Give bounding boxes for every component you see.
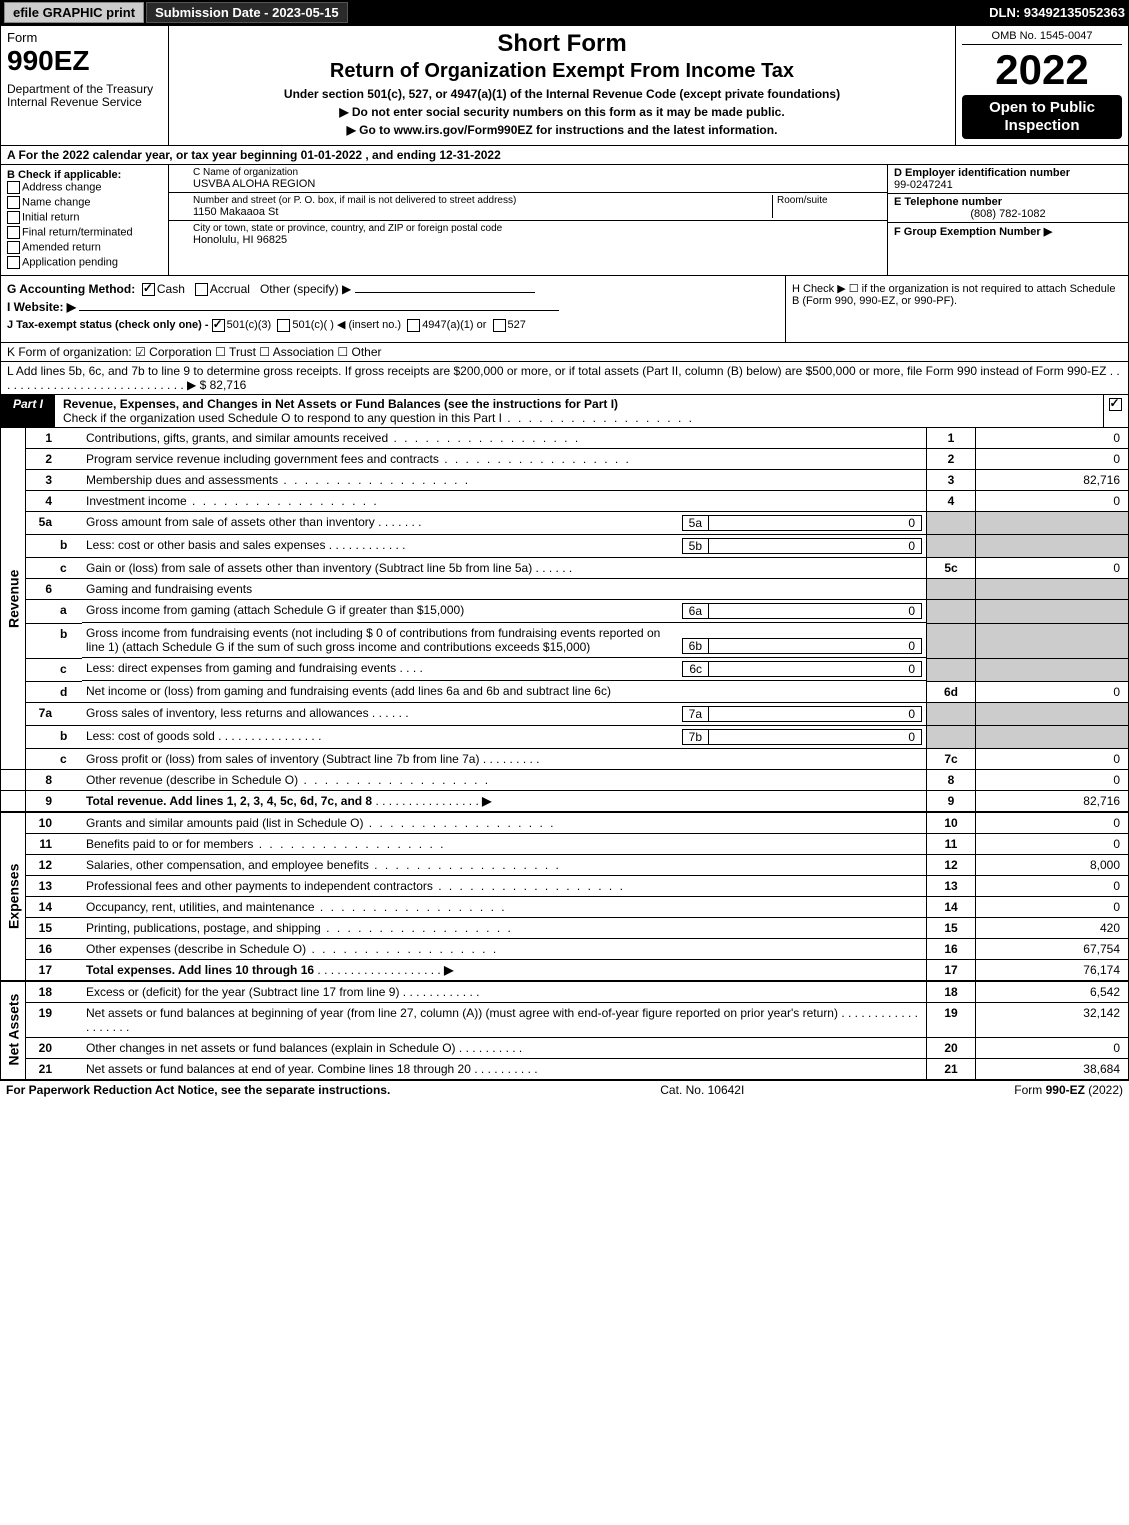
goto-link[interactable]: ▶ Go to www.irs.gov/Form990EZ for instru… [175, 123, 949, 137]
header-left: Form 990EZ Department of the Treasury In… [1, 26, 169, 145]
chk-accrual[interactable] [195, 283, 208, 296]
form-number: 990EZ [7, 45, 162, 77]
section-gh: G Accounting Method: Cash Accrual Other … [1, 276, 1128, 343]
section-note: Under section 501(c), 527, or 4947(a)(1)… [175, 87, 949, 101]
section-g: G Accounting Method: Cash Accrual Other … [1, 276, 785, 342]
part1-header: Part I Revenue, Expenses, and Changes in… [1, 395, 1128, 428]
footer-right: Form 990-EZ (2022) [1014, 1083, 1123, 1097]
group-exemption-label: F Group Exemption Number ▶ [894, 226, 1052, 238]
chk-initial-return[interactable]: Initial return [7, 211, 162, 224]
footer-left: For Paperwork Reduction Act Notice, see … [6, 1083, 390, 1097]
main-title: Return of Organization Exempt From Incom… [175, 60, 949, 83]
line-k: K Form of organization: ☑ Corporation ☐ … [1, 343, 1128, 362]
street-label: Number and street (or P. O. box, if mail… [193, 195, 772, 206]
chk-527[interactable] [493, 319, 506, 332]
header-right: OMB No. 1545-0047 2022 Open to Public In… [956, 26, 1128, 145]
ssn-warning: ▶ Do not enter social security numbers o… [175, 105, 949, 119]
dln-label: DLN: 93492135052363 [989, 5, 1125, 20]
chk-name-change[interactable]: Name change [7, 196, 162, 209]
phone-label: E Telephone number [894, 196, 1002, 208]
schedule-o-checkbox[interactable] [1103, 395, 1128, 427]
room-label: Room/suite [777, 195, 877, 206]
ein-label: D Employer identification number [894, 167, 1070, 179]
revenue-table: Revenue 1 Contributions, gifts, grants, … [1, 428, 1128, 1081]
ein-value: 99-0247241 [894, 179, 953, 191]
dept-label: Department of the Treasury Internal Reve… [7, 83, 162, 109]
chk-501c3[interactable] [212, 319, 225, 332]
efile-print-button[interactable]: efile GRAPHIC print [4, 2, 144, 23]
phone-value: (808) 782-1082 [894, 208, 1122, 220]
form-container: Form 990EZ Department of the Treasury In… [0, 25, 1129, 1081]
topbar: efile GRAPHIC print Submission Date - 20… [0, 0, 1129, 25]
section-c: C Name of organization USVBA ALOHA REGIO… [169, 165, 888, 275]
chk-4947[interactable] [407, 319, 420, 332]
section-bc: B Check if applicable: Address change Na… [1, 165, 1128, 276]
page-footer: For Paperwork Reduction Act Notice, see … [0, 1081, 1129, 1099]
short-form-title: Short Form [175, 30, 949, 58]
section-b-label: B Check if applicable: [7, 169, 121, 181]
tax-year: 2022 [962, 49, 1122, 91]
footer-center: Cat. No. 10642I [660, 1083, 744, 1097]
form-word: Form [7, 30, 162, 45]
chk-amended-return[interactable]: Amended return [7, 241, 162, 254]
chk-cash[interactable] [142, 283, 155, 296]
street-address: 1150 Makaaoa St [193, 206, 772, 218]
org-name-label: C Name of organization [193, 167, 877, 178]
form-header: Form 990EZ Department of the Treasury In… [1, 26, 1128, 146]
section-h: H Check ▶ ☐ if the organization is not r… [785, 276, 1128, 342]
line-a: A For the 2022 calendar year, or tax yea… [1, 146, 1128, 165]
chk-application-pending[interactable]: Application pending [7, 256, 162, 269]
chk-final-return[interactable]: Final return/terminated [7, 226, 162, 239]
part1-tab: Part I [1, 395, 55, 427]
city-label: City or town, state or province, country… [193, 223, 877, 234]
part1-desc: Revenue, Expenses, and Changes in Net As… [55, 395, 1103, 427]
org-name: USVBA ALOHA REGION [193, 178, 877, 190]
chk-501c[interactable] [277, 319, 290, 332]
section-b: B Check if applicable: Address change Na… [1, 165, 169, 275]
omb-number: OMB No. 1545-0047 [962, 30, 1122, 45]
open-inspection-badge: Open to Public Inspection [962, 95, 1122, 139]
header-center: Short Form Return of Organization Exempt… [169, 26, 956, 145]
netassets-vlabel: Net Assets [1, 981, 26, 1080]
section-de: D Employer identification number 99-0247… [888, 165, 1128, 275]
expenses-vlabel: Expenses [1, 812, 26, 981]
line-l: L Add lines 5b, 6c, and 7b to line 9 to … [1, 362, 1128, 395]
submission-date-button[interactable]: Submission Date - 2023-05-15 [146, 2, 348, 23]
chk-address-change[interactable]: Address change [7, 181, 162, 194]
revenue-vlabel: Revenue [1, 428, 26, 770]
city-state-zip: Honolulu, HI 96825 [193, 234, 877, 246]
